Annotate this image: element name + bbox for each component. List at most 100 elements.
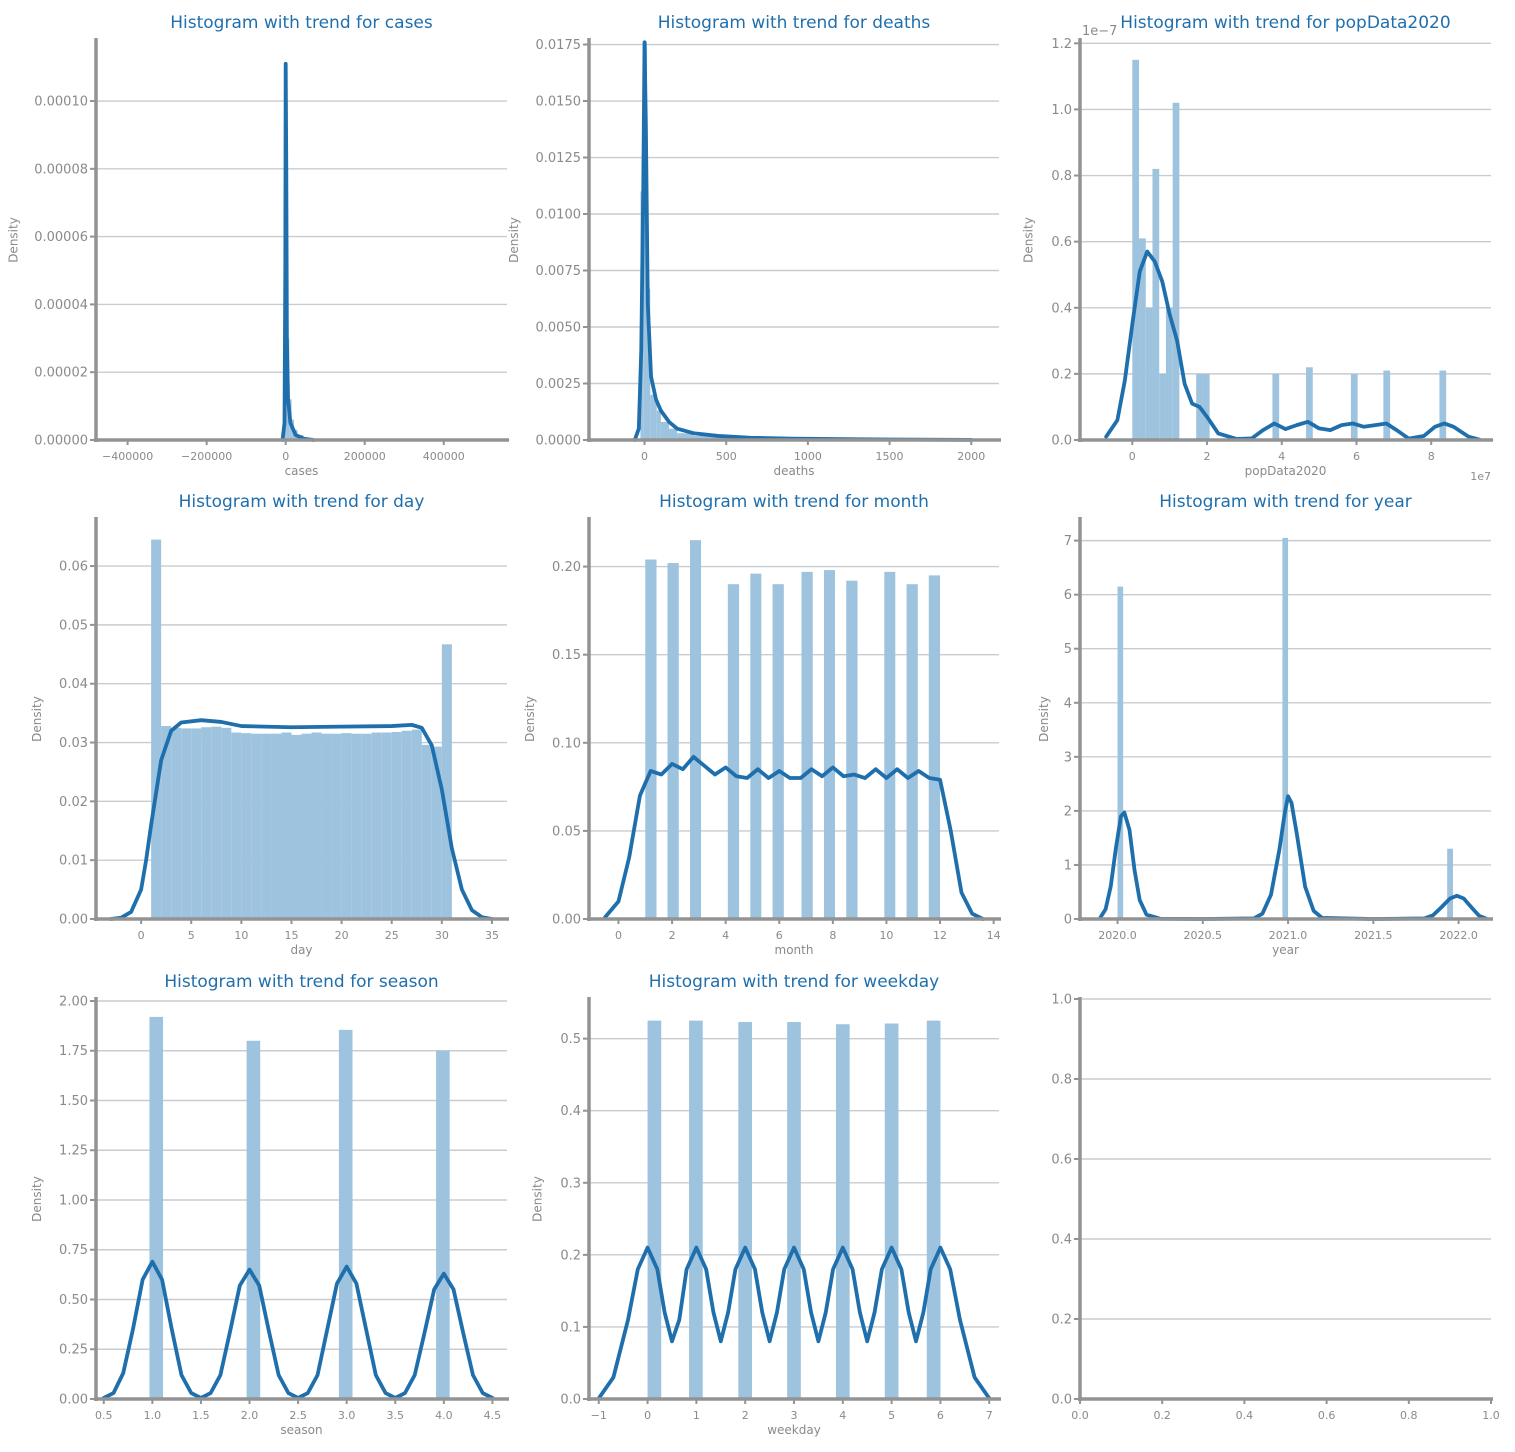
y-tick-label: 0.00010 (34, 95, 88, 110)
chart-title: Histogram with trend for year (1159, 492, 1411, 512)
x-tick-label: 12 (933, 929, 947, 942)
histogram-bar (1350, 373, 1358, 440)
x-tick-label: 4 (722, 929, 729, 942)
y-tick-label: 1.0 (1051, 103, 1072, 118)
histogram-bar (391, 731, 402, 919)
y-tick-label: 1.2 (1051, 37, 1072, 52)
y-tick-label: 0.00 (59, 913, 88, 928)
histogram-bar (411, 729, 422, 919)
y-tick-label: 0.05 (552, 824, 581, 839)
x-tick-label: 400000 (423, 450, 465, 463)
x-tick-label: 4 (839, 1409, 846, 1422)
x-axis-label: year (1272, 943, 1299, 957)
x-tick-label: 2 (1204, 450, 1211, 463)
histogram-bar (171, 727, 182, 919)
x-tick-label: 6 (1353, 450, 1360, 463)
x-tick-label: 25 (385, 929, 399, 942)
x-tick-label: 0.5 (95, 1409, 113, 1422)
histogram-bar (191, 728, 202, 919)
histogram-bar (231, 732, 242, 919)
histogram-bar (656, 410, 661, 440)
x-tick-label: 2020.0 (1098, 929, 1137, 942)
kde-trend-line (632, 40, 974, 442)
y-tick-label: 0.00000 (34, 434, 88, 449)
x-tick-label: 8 (829, 929, 836, 942)
histogram-bar (772, 584, 784, 919)
y-tick-label: 0.15 (552, 648, 581, 663)
x-tick-label: 2 (742, 1409, 749, 1422)
histogram-bar (645, 559, 657, 919)
y-tick-label: 0.00006 (34, 230, 88, 245)
histogram-bar (1152, 168, 1160, 441)
kde-trend-line (603, 754, 985, 921)
kde-trend-line (280, 61, 316, 442)
histogram-bar (331, 733, 342, 919)
y-tick-label: 0.8 (1051, 1073, 1072, 1088)
y-tick-label: 0 (1064, 913, 1072, 928)
y-tick-label: 0.06 (59, 560, 88, 575)
chart-title: Histogram with trend for month (659, 492, 929, 512)
histogram-bar (750, 573, 762, 919)
histogram-bar (1383, 370, 1391, 440)
x-tick-label: 6 (776, 929, 783, 942)
histogram-bar (161, 726, 172, 919)
y-tick-label: 0.00 (59, 1393, 88, 1408)
chart-panel-7: 0.00 0.25 0.50 0.75 1.00 1.25 1.50 1.75 2.00 0.5 1… (30, 972, 509, 1437)
histogram-bar (421, 744, 432, 919)
y-tick-label: 0.2 (1051, 1313, 1072, 1328)
x-tick-label: 2021.0 (1269, 929, 1308, 942)
histogram-bar (221, 727, 232, 919)
chart-panel-9: 0.0 0.2 0.4 0.6 0.8 1.0 0.0 0.2 0.4 0.6 0.8 1.0 (1051, 993, 1499, 1423)
y-tick-label: 0.0 (1051, 434, 1072, 449)
histogram-bar (690, 540, 702, 919)
y-tick-label: 0.00 (552, 913, 581, 928)
histogram-bar (1282, 537, 1289, 919)
histogram-bar (667, 563, 679, 919)
x-tick-label: 0 (615, 929, 622, 942)
x-tick-label: −1 (591, 1409, 607, 1422)
x-tick-label: 4.0 (435, 1409, 453, 1422)
histogram-bar (401, 730, 412, 919)
histogram-bar (787, 1022, 801, 1399)
chart-panel-1: 0.00000 0.00002 0.00004 0.00006 0.00008 0.000… (6, 13, 509, 478)
histogram-bar (246, 1040, 261, 1399)
x-tick-label: 2022.0 (1439, 929, 1478, 942)
x-tick-label: −400000 (102, 450, 153, 463)
x-tick-label: 2020.5 (1184, 929, 1223, 942)
histogram-bar (1145, 307, 1153, 440)
chart-panel-5: 0.00 0.05 0.10 0.15 0.20 0 2 4 6 8 10 12 14 Histogram… (523, 492, 1001, 957)
histogram-bar (1172, 102, 1180, 441)
y-axis-label: Density (531, 1176, 545, 1222)
y-tick-label: 0.04 (59, 677, 88, 692)
histogram-bar (281, 732, 292, 919)
x-tick-label: 35 (485, 929, 499, 942)
x-axis-label: deaths (774, 464, 815, 478)
histogram-bar (1117, 586, 1124, 919)
histogram-bar (846, 580, 858, 919)
x-tick-label: 15 (284, 929, 298, 942)
y-tick-label: 4 (1064, 696, 1072, 711)
y-tick-label: 5 (1064, 642, 1072, 657)
x-tick-label: 1000 (794, 450, 822, 463)
histogram-bar (151, 539, 162, 919)
histogram-bar (669, 428, 678, 440)
y-tick-label: 0.02 (59, 795, 88, 810)
y-tick-label: 0.25 (59, 1343, 88, 1358)
kde-trend-line (109, 718, 494, 921)
x-tick-label: 20 (335, 929, 349, 942)
x-tick-label: 3.5 (387, 1409, 405, 1422)
y-tick-label: 0.20 (552, 560, 581, 575)
x-axis-label: cases (285, 464, 319, 478)
y-tick-label: 0.00002 (34, 366, 88, 381)
y-tick-label: 0.0 (560, 1393, 581, 1408)
x-tick-label: 2000 (957, 450, 985, 463)
x-tick-label: 0.6 (1318, 1409, 1336, 1422)
y-tick-label: 0.0100 (536, 208, 582, 223)
y-axis-label: Density (523, 696, 537, 742)
y-tick-label: 0.0000 (536, 434, 582, 449)
chart-title: Histogram with trend for cases (170, 13, 433, 33)
y-tick-label: 0.00004 (34, 298, 88, 313)
x-tick-label: 30 (435, 929, 449, 942)
histogram-bar (181, 728, 192, 919)
